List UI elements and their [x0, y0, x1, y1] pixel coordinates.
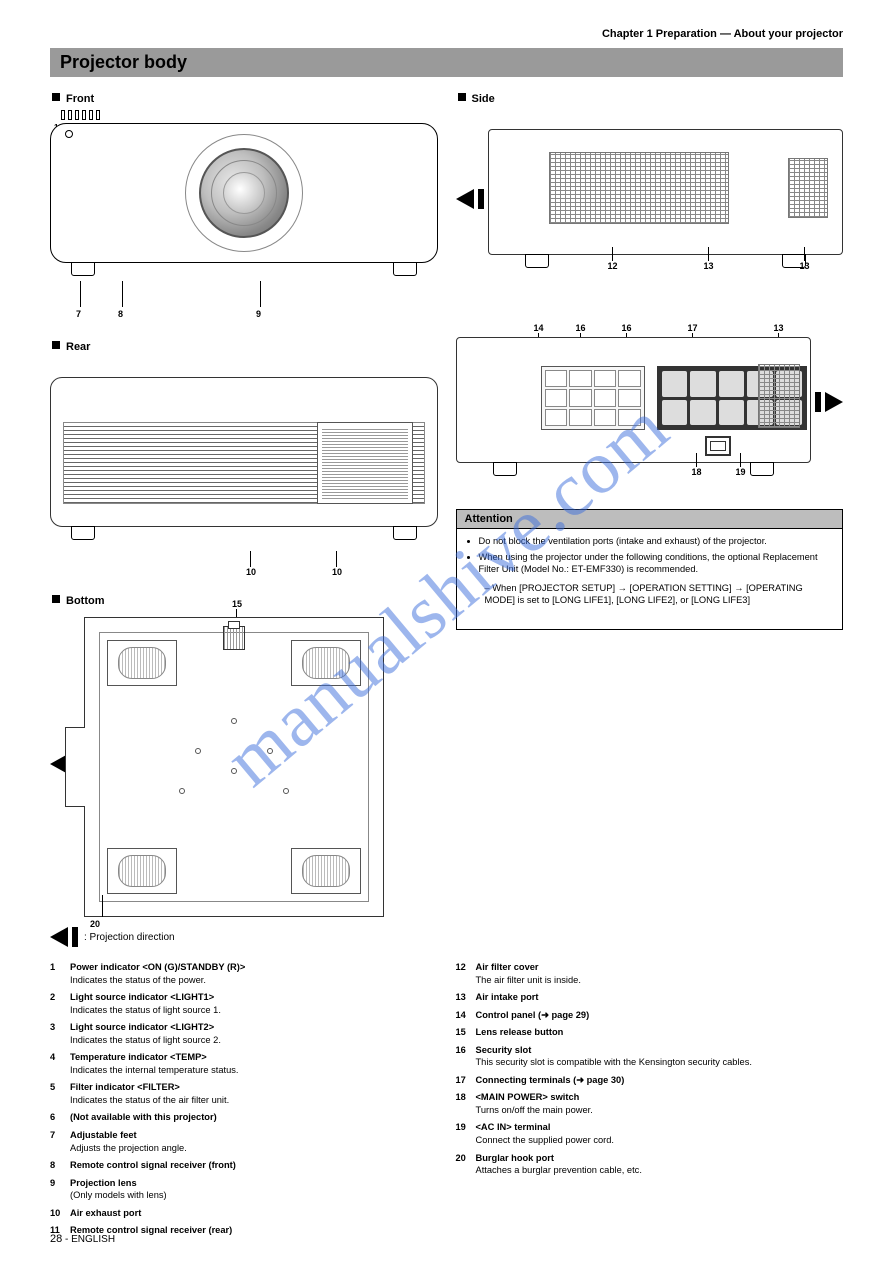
diagram-side-left: 12 13 13 — [456, 123, 844, 275]
attention-item: Do not block the ventilation ports (inta… — [479, 535, 833, 548]
arrow-icon — [456, 189, 484, 209]
label-rear: Rear — [52, 341, 438, 353]
breadcrumb: Chapter 1 Preparation — About your proje… — [50, 28, 843, 40]
page-title: Projector body — [50, 48, 843, 77]
diagram-bottom: 15 20 — [84, 611, 438, 917]
diagram-front: 1 2 3 4 5 6 7 8 9 — [50, 123, 438, 323]
label-side: Side — [458, 93, 844, 105]
page-footer: 28 - ENGLISH — [50, 1233, 843, 1245]
attention-subitem: When [PROJECTOR SETUP] → [OPERATION SETT… — [485, 582, 823, 607]
label-bottom: Bottom — [52, 595, 438, 607]
label-front: Front — [52, 93, 438, 105]
attention-box: Attention Do not block the ventilation p… — [456, 509, 844, 630]
lens-graphic — [199, 148, 289, 238]
callout-list: 1Power indicator <ON (G)/STANDBY (R)>Ind… — [50, 961, 843, 1242]
attention-heading: Attention — [457, 510, 843, 529]
arrow-icon — [815, 392, 843, 412]
projection-direction-legend: : Projection direction — [50, 927, 438, 947]
diagram-rear: 10 11 10 10 — [50, 377, 438, 577]
diagram-side-right: 14 16 16 17 13 — [456, 323, 844, 481]
attention-item: When using the projector under the follo… — [479, 551, 833, 618]
